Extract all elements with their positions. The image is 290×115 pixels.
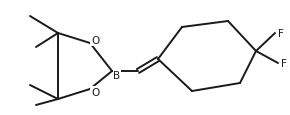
- Text: F: F: [281, 59, 287, 68]
- Text: O: O: [91, 87, 99, 97]
- Text: B: B: [113, 70, 121, 80]
- Text: F: F: [278, 29, 284, 39]
- Text: O: O: [91, 36, 99, 46]
